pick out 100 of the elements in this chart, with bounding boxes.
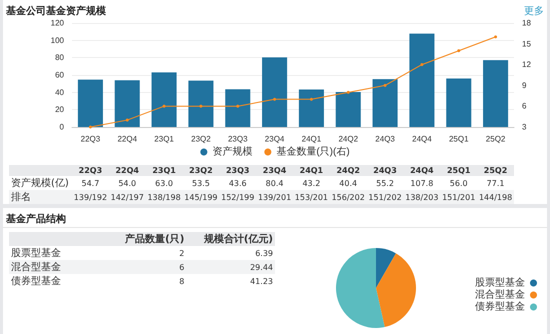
category-label: 24Q3 — [373, 166, 397, 175]
bar — [78, 80, 103, 127]
text: 2 — [178, 248, 186, 260]
y-tick-label: 20 — [55, 105, 65, 114]
legend-label: 资产规模 — [212, 146, 252, 158]
text: 混合型基金 — [9, 260, 98, 274]
y2-tick-label: 15 — [522, 39, 532, 48]
x-tick-label: 24Q3 — [375, 134, 396, 144]
category-label: 22Q4 — [115, 166, 139, 175]
text: 29.44 — [186, 260, 275, 274]
category-label: 25Q2 — [484, 166, 508, 175]
bar — [225, 89, 250, 127]
chart-title: 基金公司基金资产规模 — [6, 4, 106, 18]
line-series — [88, 35, 498, 128]
text: 142/197 — [108, 190, 146, 204]
x-tick-label: 24Q4 — [412, 134, 432, 144]
data-label: 80.4 — [264, 178, 284, 190]
x-tick-label: 23Q1 — [154, 134, 174, 144]
bar — [446, 78, 472, 127]
text: 41.23 — [249, 276, 274, 288]
category-label: 24Q4 — [410, 166, 434, 175]
text: 145/199 — [182, 190, 220, 204]
text: 8 — [178, 276, 186, 288]
point — [494, 35, 498, 38]
x-tick-label: 22Q3 — [80, 134, 101, 144]
text: 151/201 — [440, 190, 478, 204]
point — [457, 49, 460, 52]
x-tick-label: 23Q3 — [228, 134, 248, 144]
data-label: 40.4 — [338, 178, 358, 190]
category-label: 23Q4 — [262, 166, 286, 175]
y-tick-label: 80 — [55, 53, 65, 62]
text: 144/198 — [477, 190, 514, 204]
text: 138/198 — [146, 190, 182, 204]
bar — [409, 34, 434, 127]
x-tick-label: 22Q4 — [117, 134, 138, 144]
data-label: 107.8 — [409, 178, 434, 190]
text: 更多 — [524, 5, 544, 18]
category-label: 23Q1 — [152, 166, 176, 175]
y2-tick-label: 6 — [522, 102, 527, 111]
data-label: 54.7 — [80, 178, 100, 190]
y-tick-label: 120 — [50, 18, 65, 28]
text: 152/199 — [219, 190, 256, 204]
text: 6 — [98, 260, 186, 274]
y2-tick-label: 3 — [522, 122, 527, 132]
category-label: 25Q1 — [446, 166, 470, 175]
text: 排名 — [9, 190, 72, 204]
text: 139/192 — [72, 190, 109, 204]
point — [384, 84, 387, 87]
text: 规模合计(亿元) — [186, 232, 275, 246]
bar — [188, 80, 214, 127]
data-label: 77.1 — [486, 178, 506, 190]
text: 153/201 — [292, 190, 330, 204]
legend-label: 基金数量(只)(右) — [276, 146, 350, 158]
text: 156/202 — [330, 190, 367, 204]
legend-label: 股票型基金 — [475, 276, 525, 288]
point — [162, 104, 166, 108]
y-tick-label: 100 — [50, 36, 65, 45]
bar — [152, 72, 177, 127]
point — [310, 98, 313, 101]
bar — [298, 90, 324, 127]
bar — [372, 79, 398, 127]
data-label: 53.5 — [190, 178, 211, 190]
y2-tick-label: 12 — [522, 60, 532, 70]
x-tick-label: 24Q1 — [302, 134, 322, 144]
x-tick-label: 23Q2 — [191, 134, 212, 144]
bar — [336, 92, 361, 127]
y-tick-label: 40 — [55, 88, 65, 97]
data-label: 43.6 — [228, 178, 248, 190]
data-label: 43.2 — [301, 178, 322, 190]
text: 股票型基金 — [10, 246, 62, 260]
text: 151/202 — [366, 190, 404, 204]
text: 138/203 — [403, 190, 440, 204]
text: 产品数量(只) — [98, 232, 186, 246]
text: 6.39 — [254, 248, 274, 260]
text: 139/201 — [256, 190, 293, 204]
x-tick-label: 24Q2 — [338, 134, 359, 144]
category-label: 24Q2 — [336, 166, 360, 175]
data-label: 63.0 — [154, 178, 174, 190]
text: 资产规模(亿) — [10, 176, 70, 190]
point — [88, 126, 92, 128]
point — [199, 104, 202, 108]
data-label: 56.0 — [448, 178, 469, 190]
legend-label: 债券型基金 — [475, 300, 525, 312]
text: 债券型基金 — [10, 274, 62, 288]
category-label: 22Q3 — [78, 166, 102, 175]
category-label: 23Q3 — [226, 166, 250, 175]
y-tick-label: 0 — [60, 122, 65, 132]
bar — [483, 60, 508, 127]
legend-label: 混合型基金 — [475, 288, 525, 300]
y2-tick-label: 9 — [522, 80, 527, 90]
bar — [114, 80, 140, 127]
y-tick-label: 60 — [55, 70, 65, 80]
data-label: 54.0 — [117, 178, 138, 190]
category-label: 23Q2 — [189, 166, 213, 175]
bar — [262, 57, 288, 127]
x-tick-label: 25Q2 — [486, 134, 506, 144]
text: 基金产品结构 — [6, 212, 66, 226]
point — [273, 98, 276, 101]
point — [420, 63, 424, 66]
category-label: 24Q1 — [300, 166, 324, 175]
